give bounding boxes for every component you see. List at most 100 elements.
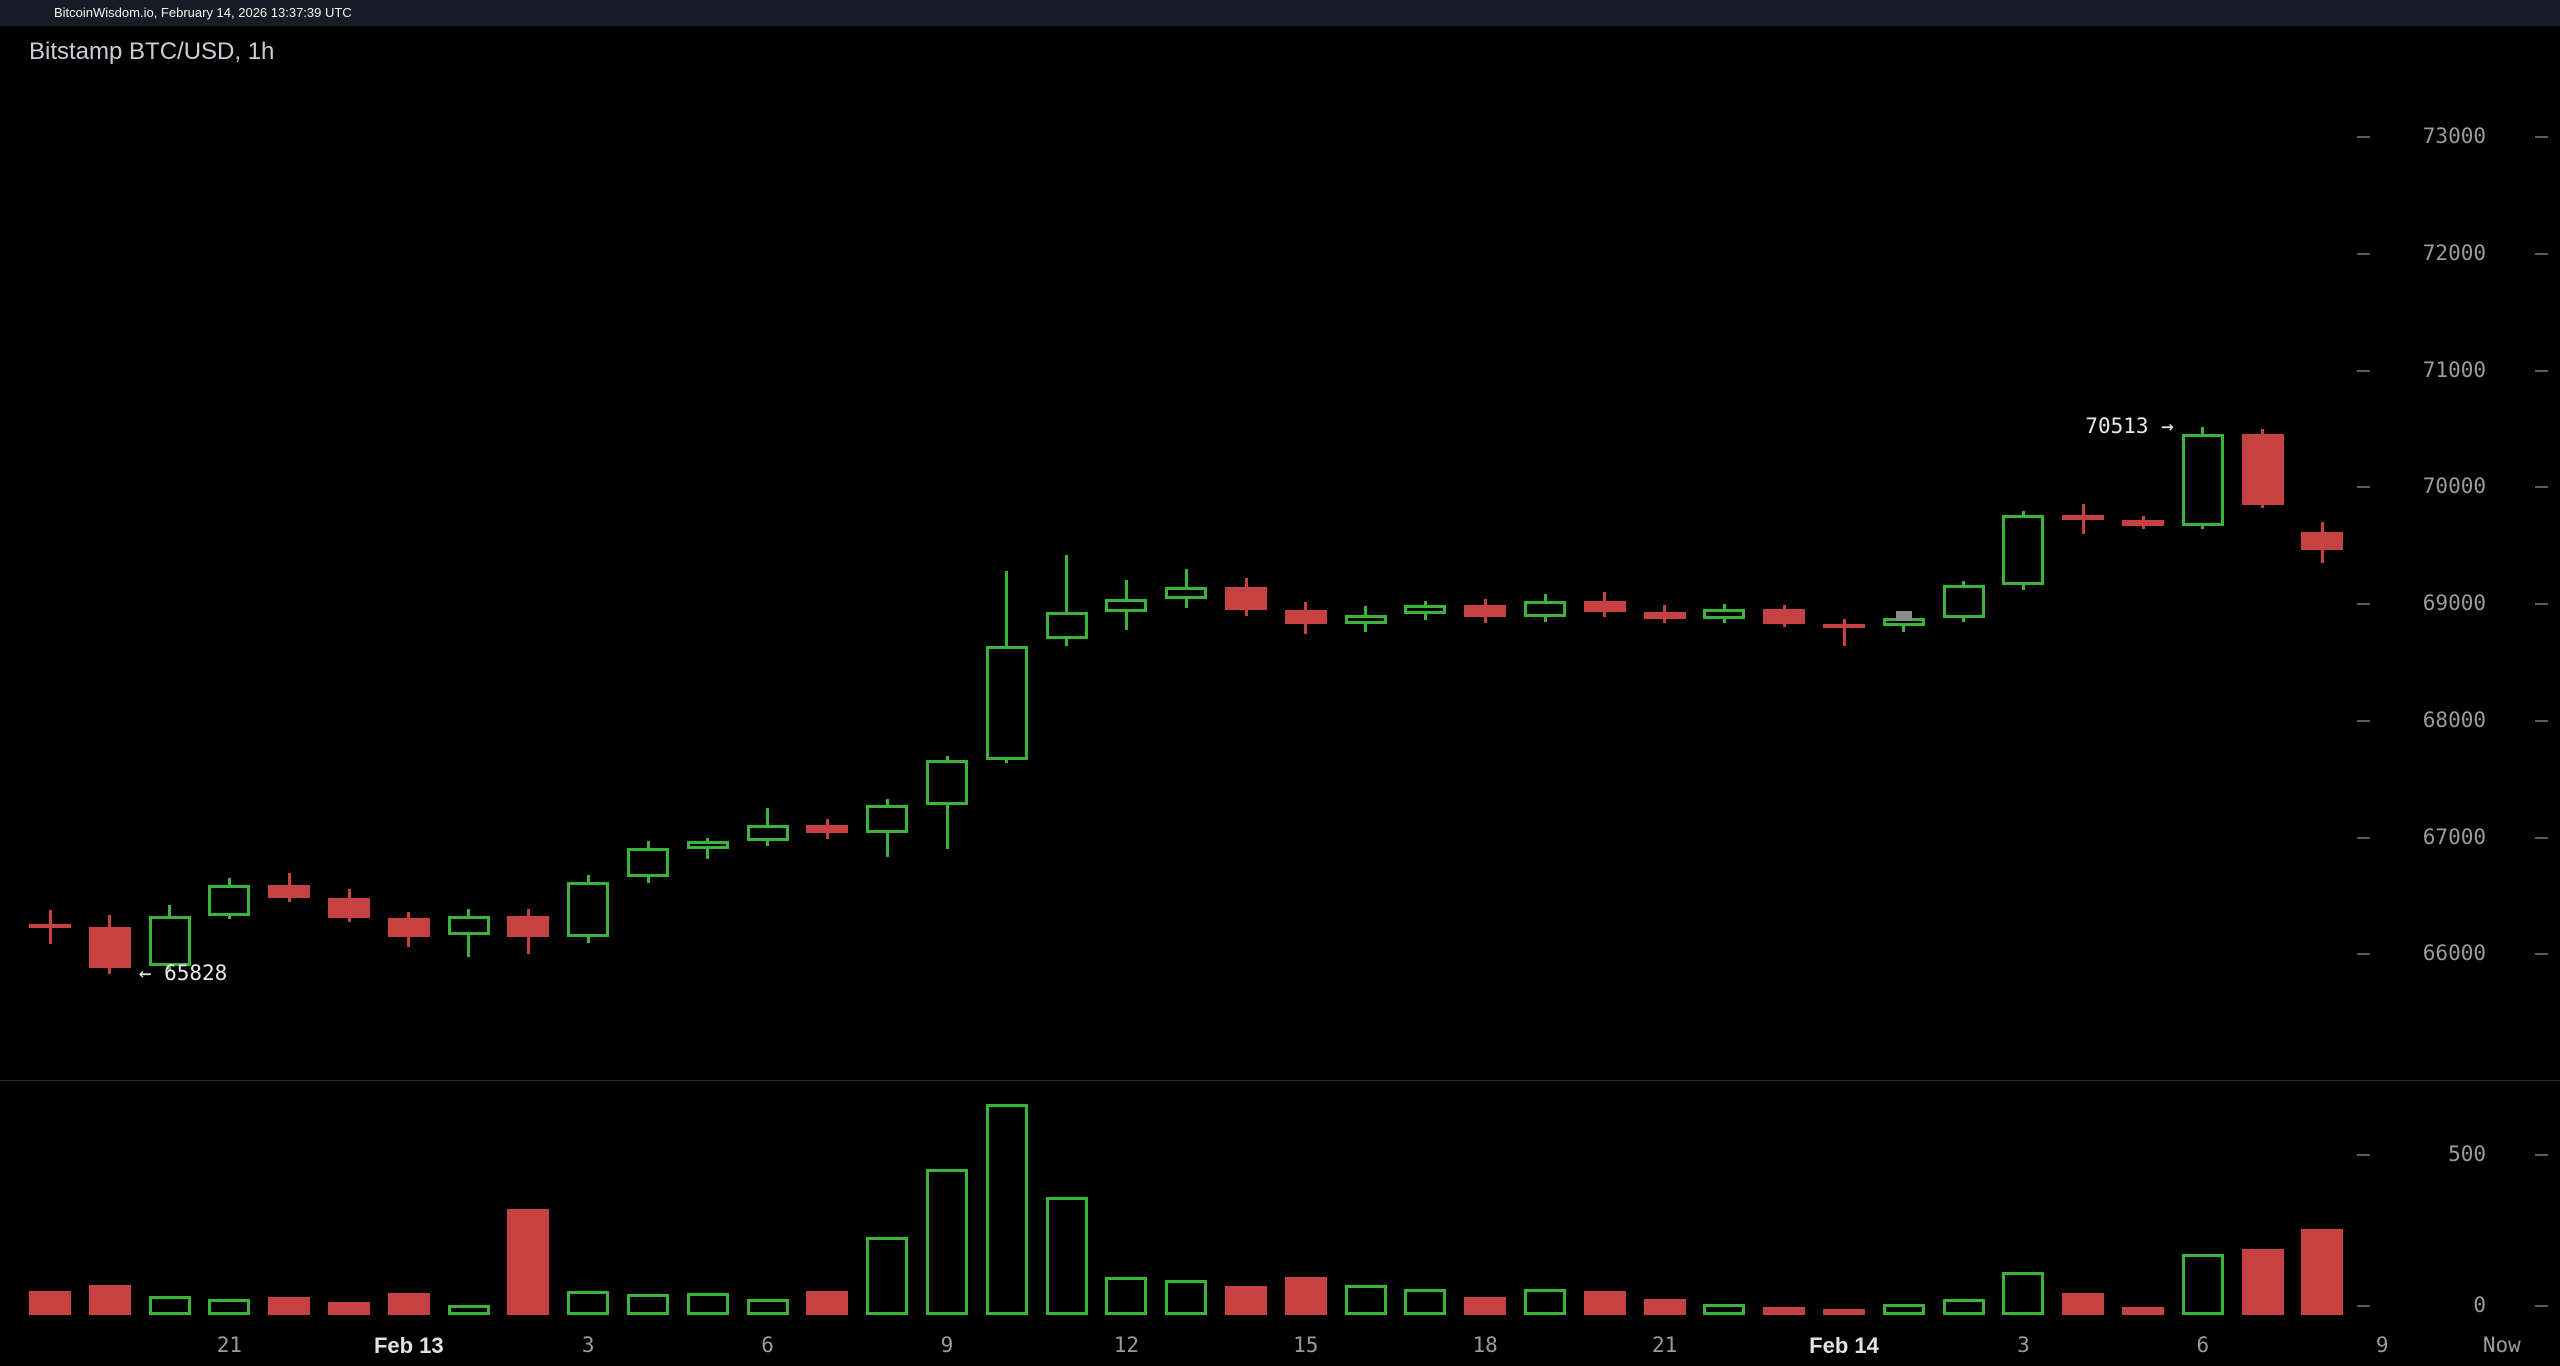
price-axis-label: 70000 [2422,474,2486,499]
volume-bar [1703,1303,1746,1315]
price-axis-tick [2357,953,2370,956]
price-axis-tick [2535,486,2548,489]
volume-bar [2241,1249,2284,1315]
volume-axis-tick [2535,1154,2548,1156]
volume-bar [2062,1292,2105,1315]
candle-body [148,915,191,966]
price-axis-tick [2357,136,2370,138]
window-title: BitcoinWisdom.io, February 14, 2026 13:3… [54,5,352,20]
volume-bar [985,1103,1028,1315]
time-axis-label: 21 [1651,1333,1678,1357]
candle-body [1942,585,1985,618]
price-axis-tick [2357,603,2370,605]
time-axis-label: Feb 14 [1809,1333,1879,1358]
session-low-label: ← 65828 [138,961,228,986]
candle-wick [1065,555,1069,647]
candle-body [387,918,430,937]
time-axis-label: Feb 13 [373,1333,444,1358]
candle-body [1464,605,1507,617]
price-axis-tick [2357,369,2370,372]
candle-body [2301,531,2344,551]
volume-bar [447,1305,490,1315]
candle-body [627,848,669,878]
price-axis-label: 71000 [2422,357,2486,382]
volume-axis-label: 0 [2473,1293,2486,1317]
volume-bar [208,1299,251,1315]
volume-bar [1464,1297,1507,1315]
session-high-label: 70513 → [2085,414,2174,439]
volume-bar [926,1169,968,1315]
volume-bar [1583,1291,1626,1315]
price-axis-tick [2357,719,2370,722]
candle-body [1344,614,1387,624]
pane-divider [0,1080,2560,1081]
candle-body [866,804,909,833]
volume-bar [1823,1308,1865,1315]
volume-axis-tick [2535,1305,2548,1307]
volume-bar [627,1294,669,1315]
volume-axis-tick [2357,1154,2370,1156]
volume-bar [1404,1289,1447,1315]
volume-bar [507,1209,550,1315]
volume-bar [29,1291,71,1315]
volume-bar [1882,1303,1925,1315]
candle-body [1284,609,1327,624]
candle-body [926,760,968,805]
candle-body [1524,600,1566,617]
price-axis-label: 66000 [2422,941,2486,966]
volume-bar [1942,1299,1985,1315]
candle-body [2122,519,2164,526]
volume-bar [1284,1276,1327,1315]
candle-body [2181,433,2224,526]
price-axis-tick [2535,836,2548,839]
volume-bar [746,1299,789,1315]
price-axis-tick [2535,953,2548,956]
price-axis-tick [2357,486,2370,489]
candle-body [1643,612,1686,620]
volume-bar [1165,1279,1208,1315]
price-axis-tick [2535,136,2548,138]
candle-body [1165,586,1208,600]
candle-body [985,646,1028,761]
candle-body [1823,623,1865,628]
candle-body [567,881,610,937]
candle-wick [1842,619,1846,647]
volume-bar [1643,1299,1686,1315]
price-axis-label: 68000 [2422,707,2486,732]
candle-body [1105,599,1148,613]
time-axis-label: 15 [1293,1333,1319,1357]
volume-bar [268,1297,311,1315]
time-axis-label: 6 [761,1333,774,1357]
volume-bar [1105,1276,1148,1315]
volume-bar [567,1291,610,1315]
volume-bar [2301,1228,2344,1315]
candle-body [2002,515,2045,586]
candle-body [1225,586,1267,610]
volume-bar [1763,1307,1806,1315]
candle-body [1404,605,1447,615]
volume-bar [328,1302,370,1315]
candle-body [1763,608,1806,624]
time-axis-label: Now [2482,1333,2521,1357]
volume-bar [1344,1284,1387,1315]
candle-body [2062,515,2105,520]
volume-axis-label: 500 [2448,1142,2486,1166]
volume-axis-tick [2357,1305,2370,1307]
candle-body [2241,433,2284,505]
volume-bar [686,1292,729,1315]
time-axis-label: 9 [2375,1333,2389,1357]
time-axis-label: 12 [1113,1333,1140,1357]
price-axis-label: 69000 [2422,591,2486,615]
chart-title: Bitstamp BTC/USD, 1h [29,38,275,65]
volume-bar [806,1291,849,1315]
volume-bar [2181,1254,2224,1315]
volume-bar [2122,1307,2164,1315]
price-axis-label: 72000 [2422,240,2486,265]
time-axis-label: 9 [940,1333,954,1357]
time-axis-label: 18 [1472,1333,1498,1357]
